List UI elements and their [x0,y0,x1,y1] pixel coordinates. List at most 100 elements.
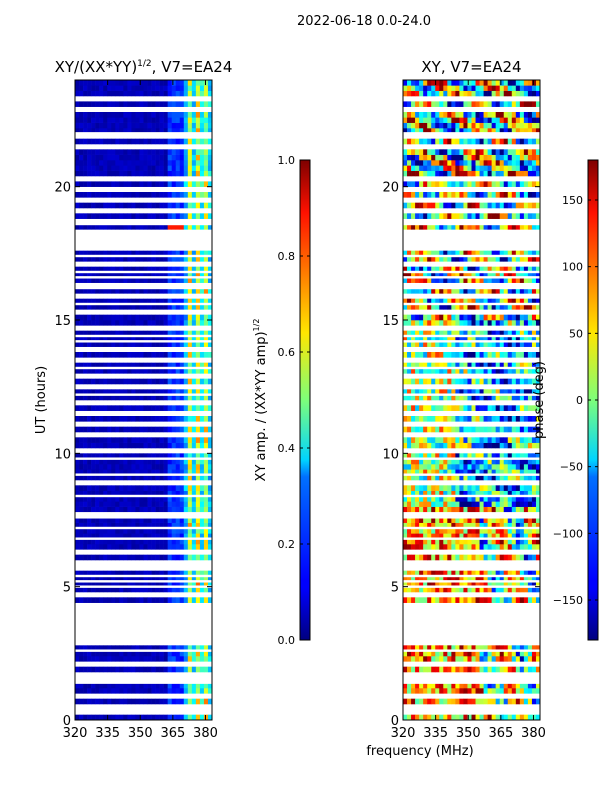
amp-cell [195,522,201,529]
amp-cell [107,506,112,513]
phase-cell [447,570,452,577]
phase-cell [507,442,513,449]
amp-cell [127,506,132,513]
phase-cell [499,682,505,689]
phase-cell [435,213,440,219]
amp-cell [139,288,144,294]
phase-cell [483,554,488,561]
amp-cell [143,389,148,395]
phase-cell [451,352,456,358]
amp-cell [95,496,100,502]
phase-cell [463,544,468,550]
amp-cell [95,464,100,470]
phase-cell [403,490,408,497]
amp-cell [207,80,212,86]
phase-cell [503,698,509,705]
phase-cell [467,490,472,497]
amp-cell [155,394,160,401]
phase-cell [483,496,488,502]
phase-cell [451,416,456,422]
amp-cell [187,453,193,459]
phase-cell [535,517,540,523]
phase-cell [443,149,448,155]
phase-cell [531,304,537,310]
amp-cell [151,128,156,134]
amp-cell [167,101,173,107]
phase-cell [431,277,436,283]
amp-cell [199,581,205,587]
phase-cell [407,485,412,491]
phase-cell [483,101,488,107]
amp-cell [131,90,136,97]
amp-cell [119,405,124,411]
amp-cell [147,138,152,145]
phase-cell [419,298,424,305]
amp-cell [191,437,197,443]
amp-cell [143,314,148,321]
amp-cell [183,213,189,219]
phase-cell [411,378,416,385]
phase-cell [423,506,428,513]
phase-cell [527,138,533,145]
phase-cell [403,464,408,470]
phase-cell [415,149,420,155]
amp-cell [163,256,168,262]
phase-cell [443,288,448,294]
phase-cell [411,213,416,219]
phase-cell [463,298,468,305]
amp-cell [87,656,92,662]
phase-cell [507,714,513,720]
amp-cell [175,698,181,705]
amp-cell [119,192,124,198]
phase-cell [423,362,428,369]
amp-cell [75,485,80,491]
phase-cell [463,362,468,369]
amp-cell [179,90,185,97]
phase-cell [411,437,416,443]
phase-cell [471,352,476,358]
amp-cell [147,426,152,433]
amp-cell [123,416,128,422]
phase-cell [455,581,460,587]
phase-cell [531,378,537,385]
amp-cell [183,666,189,673]
amp-cell [131,154,136,161]
phase-cell [451,581,456,587]
phase-cell [487,490,492,497]
phase-cell [487,320,492,326]
amp-cell [175,570,181,577]
amp-cell [155,485,160,491]
phase-cell [427,250,432,257]
amp-cell [135,533,140,539]
amp-cell [139,528,144,534]
amp-cell [123,224,128,230]
phase-cell [447,149,452,155]
amp-cell [199,554,205,561]
amp-cell [107,352,112,358]
amp-cell [163,554,168,561]
amp-cell [207,122,212,129]
phase-cell [475,453,480,459]
phase-cell [527,117,533,123]
amp-cell [99,101,104,107]
phase-cell [495,570,501,577]
amp-cell [167,352,173,358]
amp-cell [127,122,132,129]
amp-cell [183,474,189,481]
amp-cell [115,405,120,411]
phase-cell [495,554,501,561]
amp-cell [123,688,128,694]
amp-cell [143,490,148,497]
amp-cell [87,474,92,481]
phase-cell [535,170,540,177]
phase-cell [499,138,505,145]
amp-cell [135,544,140,550]
phase-cell [407,90,412,97]
phase-cell [515,368,521,374]
phase-cell [535,117,540,123]
amp-cell [187,528,193,534]
amp-cell [95,506,100,513]
amp-cell [103,490,108,497]
amp-cell [91,538,96,545]
